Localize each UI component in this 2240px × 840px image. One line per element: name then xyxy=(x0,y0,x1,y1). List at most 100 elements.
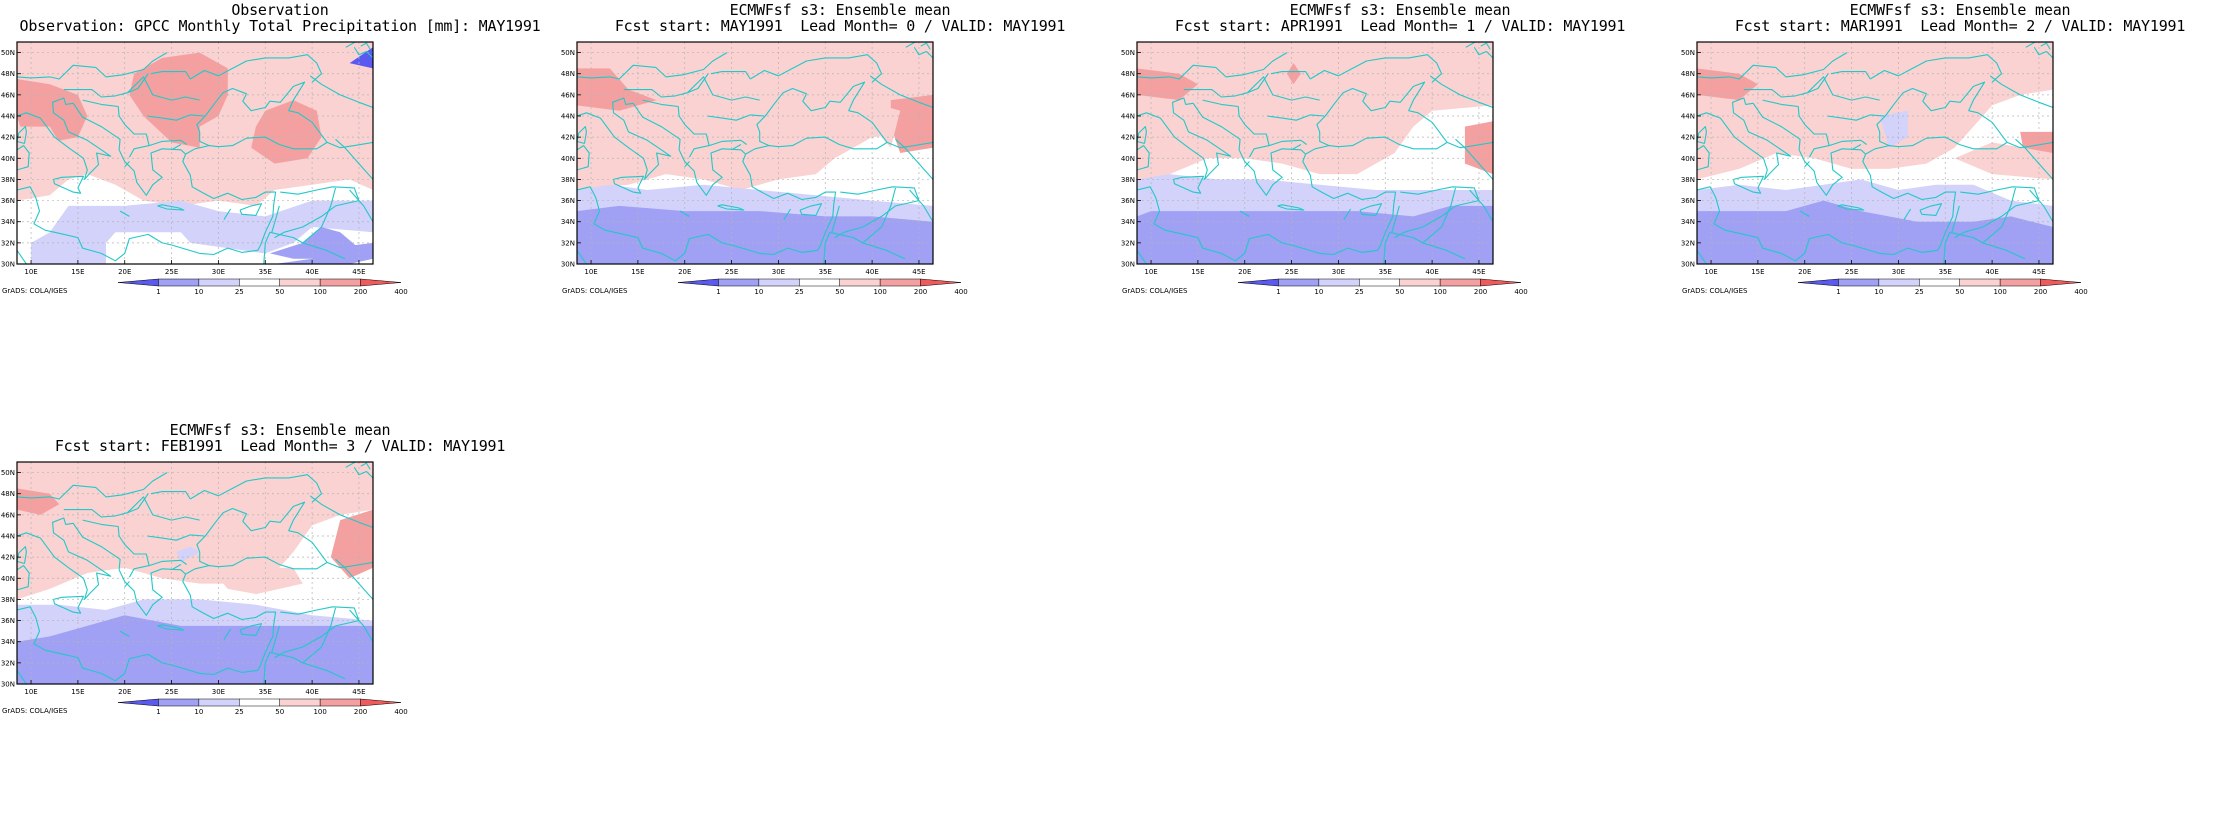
coastline xyxy=(148,139,187,147)
coastline xyxy=(799,203,823,216)
lon-label: 25E xyxy=(1285,268,1298,276)
coastline xyxy=(302,242,346,260)
coastline xyxy=(1268,139,1307,147)
coastline xyxy=(190,54,323,83)
lat-label: 50N xyxy=(1,49,15,57)
lat-label: 32N xyxy=(561,239,575,247)
coastline xyxy=(886,141,933,149)
colorbar-label: 100 xyxy=(313,708,326,716)
colorbar-swatch xyxy=(279,698,321,707)
precip-region xyxy=(176,546,200,563)
colorbar-label: 100 xyxy=(1993,288,2006,296)
colorbar-label: 10 xyxy=(194,288,203,296)
precip-region xyxy=(330,509,373,579)
map-panel-4: ECMWFsf s3: Ensemble mean Fcst start: MAR… xyxy=(1680,0,2240,420)
coastline xyxy=(1480,42,1491,50)
lon-label: 35E xyxy=(1939,268,1952,276)
coastline xyxy=(840,186,920,201)
colorbar: 1 10 25 50 100 200 400 xyxy=(117,278,408,296)
coastline xyxy=(1400,186,1480,201)
lat-label: 40N xyxy=(561,155,575,163)
lat-label: 48N xyxy=(1,490,15,498)
lat-label: 36N xyxy=(1681,197,1695,205)
precip-region xyxy=(269,227,359,259)
coastline xyxy=(1697,145,1710,171)
lon-label: 40E xyxy=(305,688,318,696)
precip-region xyxy=(1137,42,1493,148)
map-plot-area xyxy=(1697,42,2053,264)
lon-label: 35E xyxy=(259,688,272,696)
colorbar-swatch xyxy=(360,278,402,287)
coastline xyxy=(1446,141,1493,149)
map-panel-2: ECMWFsf s3: Ensemble mean Fcst start: MAY… xyxy=(560,0,1120,420)
colorbar-swatch xyxy=(1278,278,1320,287)
coastline xyxy=(1359,203,1383,216)
coastline xyxy=(1697,126,1707,145)
coastline xyxy=(239,623,263,636)
precipitation-map: 50N 48N 46N 44N 42N 40N 38N 36N 34N 32N 30N 10E 15E 2… xyxy=(1,461,408,716)
coastline xyxy=(932,116,933,118)
lon-label: 30E xyxy=(1892,268,1905,276)
colorbar-swatch xyxy=(1359,278,1400,287)
coastline xyxy=(185,501,328,575)
coastline xyxy=(1172,175,1205,194)
coastline xyxy=(2025,42,2036,48)
coastline xyxy=(335,558,373,600)
coastline xyxy=(17,249,27,264)
coastline xyxy=(372,116,373,118)
colorbar-swatch xyxy=(319,278,361,287)
coastline xyxy=(687,76,760,101)
coastline xyxy=(17,145,30,171)
coastline xyxy=(127,76,200,101)
lat-label: 36N xyxy=(561,197,575,205)
lat-label: 34N xyxy=(1,638,15,646)
coastline xyxy=(750,54,883,83)
panel-title: ECMWFsf s3: Ensemble mean xyxy=(1289,1,1511,19)
coastline xyxy=(17,126,27,145)
lat-label: 46N xyxy=(1681,91,1695,99)
colorbar-label: 200 xyxy=(1474,288,1487,296)
lat-label: 30N xyxy=(1121,261,1135,269)
coastline xyxy=(274,620,360,659)
coastline xyxy=(1919,203,1943,216)
coastline xyxy=(577,249,587,264)
colorbar-swatch xyxy=(239,698,280,707)
precip-region xyxy=(129,52,228,148)
coastline xyxy=(17,472,168,500)
colorbar-swatch xyxy=(2040,278,2082,287)
colorbar-swatch xyxy=(1999,278,2041,287)
coastline xyxy=(349,609,373,642)
coastline xyxy=(831,205,840,233)
lon-label: 45E xyxy=(352,688,365,696)
lon-label: 40E xyxy=(305,268,318,276)
colorbar-label: 100 xyxy=(873,288,886,296)
lon-label: 35E xyxy=(1379,268,1392,276)
coastline xyxy=(1465,42,1476,48)
coastline xyxy=(1982,242,2026,260)
colorbar-label: 100 xyxy=(1433,288,1446,296)
coastline xyxy=(1202,99,1270,158)
colorbar-label: 50 xyxy=(835,288,844,296)
colorbar-label: 400 xyxy=(394,288,407,296)
coastline xyxy=(157,204,185,211)
precip-region xyxy=(1137,205,1493,264)
coastline xyxy=(171,144,182,151)
coastline xyxy=(309,495,373,529)
lon-label: 10E xyxy=(1144,268,1157,276)
coastline xyxy=(1422,242,1466,260)
map-panel-3: ECMWFsf s3: Ensemble mean Fcst start: APR… xyxy=(1120,0,1680,420)
coastline xyxy=(263,231,303,264)
lat-label: 38N xyxy=(1,596,15,604)
lat-label: 32N xyxy=(1681,239,1695,247)
grads-credit: GrADS: COLA/IGES xyxy=(2,287,68,295)
coastline xyxy=(223,208,232,220)
coastline xyxy=(707,114,765,121)
coastline xyxy=(577,126,587,145)
colorbar-label: 10 xyxy=(754,288,763,296)
coastline xyxy=(360,462,371,470)
coastline xyxy=(920,42,931,50)
grads-credit: GrADS: COLA/IGES xyxy=(1682,287,1748,295)
coastline xyxy=(274,200,360,239)
lon-label: 35E xyxy=(819,268,832,276)
lon-label: 20E xyxy=(678,268,691,276)
